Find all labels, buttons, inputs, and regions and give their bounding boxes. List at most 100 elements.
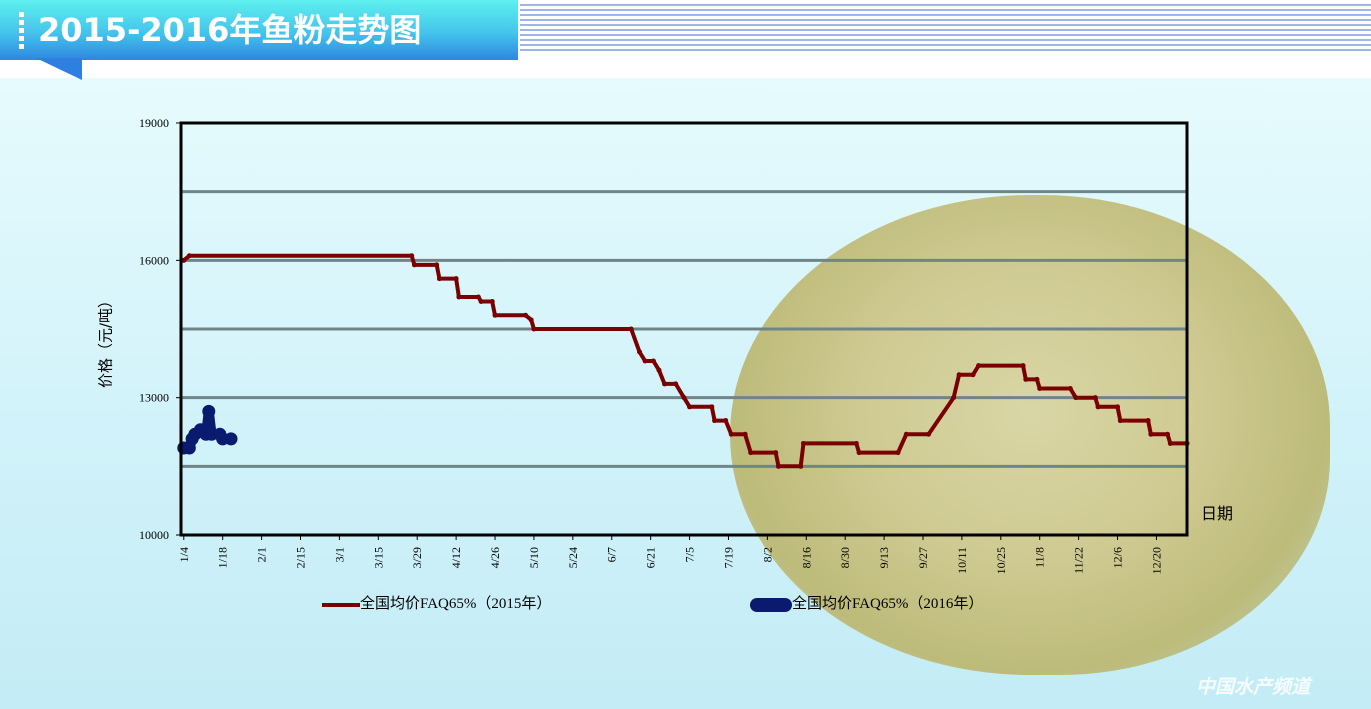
x-tick-label: 2/15 [293, 547, 307, 568]
legend-label-2015: 全国均价FAQ65%（2015年） [360, 596, 552, 612]
x-tick-label: 8/30 [838, 547, 852, 568]
series-2015-point [1145, 418, 1151, 424]
series-2015-point [748, 450, 754, 456]
series-2015-point [1034, 376, 1040, 382]
series-2016-point [224, 432, 238, 446]
x-tick-label: 4/12 [449, 547, 463, 568]
legend-item-2016: 全国均价FAQ65%（2016年） [750, 592, 983, 613]
series-2015-point [181, 257, 187, 263]
x-tick-label: 4/26 [488, 547, 502, 568]
series-2015-point [662, 381, 668, 387]
x-tick-label: 9/13 [877, 547, 891, 568]
x-axis-label: 日期 [1201, 504, 1234, 523]
y-tick-label: 13000 [139, 391, 169, 405]
series-2015-point [1020, 363, 1026, 369]
series-2015-point [895, 450, 901, 456]
series-2015-point [436, 276, 442, 282]
series-2015-point [523, 312, 529, 318]
series-2015-point [1037, 386, 1043, 392]
series-2015-point [798, 463, 804, 469]
x-tick-label: 5/24 [566, 547, 580, 568]
x-tick-label: 2/1 [255, 547, 269, 562]
series-2015-point [712, 418, 718, 424]
series-2015-point [856, 450, 862, 456]
x-tick-label: 10/25 [994, 547, 1008, 574]
series-2015-point [1067, 386, 1073, 392]
series-2015-point [656, 367, 662, 373]
x-tick-label: 6/21 [644, 547, 658, 568]
x-tick-label: 10/11 [955, 547, 969, 574]
x-tick-label: 3/15 [371, 547, 385, 568]
series-2015-point [492, 312, 498, 318]
dotted-marker-icon [19, 12, 24, 52]
series-2015-point [186, 253, 192, 259]
banner-tail [36, 58, 82, 80]
series-2015-point [976, 363, 982, 369]
legend-item-2015: 全国均价FAQ65%（2015年） [322, 592, 551, 613]
series-2015-point [728, 431, 734, 437]
series-2015-point [775, 463, 781, 469]
x-tick-label: 3/1 [332, 547, 346, 562]
x-tick-label: 11/22 [1072, 547, 1086, 574]
series-2015-point [681, 395, 687, 401]
series-2015-point [742, 431, 748, 437]
series-2015-point [956, 372, 962, 378]
series-2015-point [673, 381, 679, 387]
plot-frame [179, 121, 1189, 537]
x-tick-label: 8/16 [799, 547, 813, 568]
x-tick-label: 5/10 [527, 547, 541, 568]
y-axis-label: 价格（元/吨） [96, 292, 115, 389]
series-2015-point [1073, 395, 1079, 401]
series-2015-point [951, 395, 957, 401]
legend-label-2016: 全国均价FAQ65%（2016年） [792, 596, 984, 612]
series-2015-point [489, 299, 495, 305]
series-2015-point [1167, 440, 1173, 446]
x-tick-label: 1/18 [216, 547, 230, 568]
series-2015-point [853, 440, 859, 446]
watermark: 中国水产频道 [1196, 676, 1311, 698]
page-title: 2015-2016年鱼粉走势图 [38, 11, 422, 49]
x-tick-label: 12/6 [1111, 547, 1125, 568]
decorative-stripes [520, 4, 1371, 54]
series-2015-point [1092, 395, 1098, 401]
x-tick-label: 7/5 [683, 547, 697, 562]
series-2015-point [456, 294, 462, 300]
x-tick-label: 11/8 [1033, 547, 1047, 568]
series-2015-point [475, 294, 481, 300]
series-2015-line [182, 253, 1187, 469]
series-2015-point [531, 326, 537, 332]
x-tick-label: 12/20 [1149, 547, 1163, 574]
series-2015-point [1117, 418, 1123, 424]
series-2015-point [478, 299, 484, 305]
series-2015-point [1165, 431, 1171, 437]
series-2015-point [409, 253, 415, 259]
legend-swatch-2016 [750, 597, 792, 612]
series-2015-point [687, 404, 693, 410]
series-2015-point [723, 418, 729, 424]
series-2015-point [970, 372, 976, 378]
series-2015-point [1148, 431, 1154, 437]
series-2015-point [1115, 404, 1121, 410]
fishmeal-image [730, 195, 1330, 675]
series-2015-point [411, 262, 417, 268]
series-2015-point [528, 317, 534, 323]
y-tick-label: 10000 [139, 528, 169, 542]
series-2015-point [709, 404, 715, 410]
series-2015-point [637, 349, 643, 355]
series-2015-point [773, 450, 779, 456]
legend-swatch-2015 [322, 602, 360, 607]
series-2015-point [650, 358, 656, 364]
x-tick-label: 3/29 [410, 547, 424, 568]
series-2015-point [628, 326, 634, 332]
x-tick-label: 8/2 [760, 547, 774, 562]
y-tick-label: 16000 [139, 253, 169, 267]
x-tick-label: 9/27 [916, 547, 930, 568]
series-2015-point [903, 431, 909, 437]
series-2015-point [642, 358, 648, 364]
series-2015-point [1095, 404, 1101, 410]
y-tick-label: 19000 [139, 116, 169, 130]
series-2015-point [434, 262, 440, 268]
series-2015-point [453, 276, 459, 282]
x-tick-label: 1/4 [177, 547, 191, 562]
